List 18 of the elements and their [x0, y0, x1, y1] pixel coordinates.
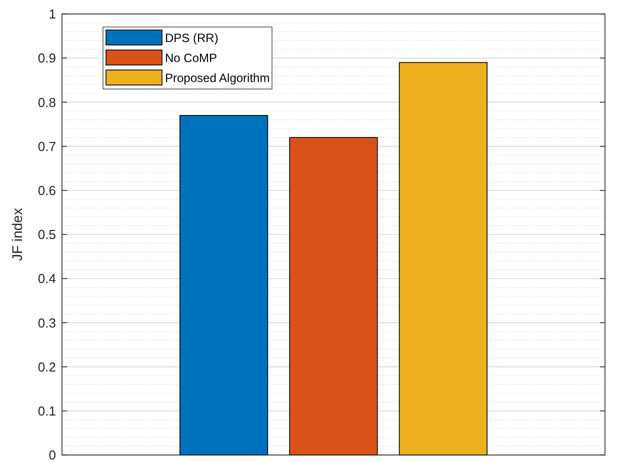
- bar: [180, 115, 268, 456]
- legend-label: DPS (RR): [165, 31, 218, 45]
- y-tick-label: 0.4: [38, 271, 56, 286]
- y-tick-label: 0.2: [38, 359, 56, 374]
- y-tick-label: 0.8: [38, 94, 56, 110]
- y-axis-title: JF index: [9, 208, 25, 261]
- y-tick-label: 1: [48, 6, 56, 22]
- y-tick-label: 0.7: [38, 138, 56, 154]
- y-tick-label: 0.1: [38, 403, 56, 418]
- y-tick-label: 0.5: [38, 227, 56, 242]
- y-tick-label: 0.6: [38, 182, 56, 198]
- legend-label: Proposed Algorithm: [165, 71, 270, 85]
- y-tick-label: 0.3: [38, 315, 56, 330]
- legend-label: No CoMP: [165, 51, 218, 65]
- bar: [289, 137, 378, 456]
- y-tick-label: 0.9: [38, 50, 56, 66]
- y-tick-label: 0: [48, 448, 56, 462]
- bar: [398, 62, 488, 456]
